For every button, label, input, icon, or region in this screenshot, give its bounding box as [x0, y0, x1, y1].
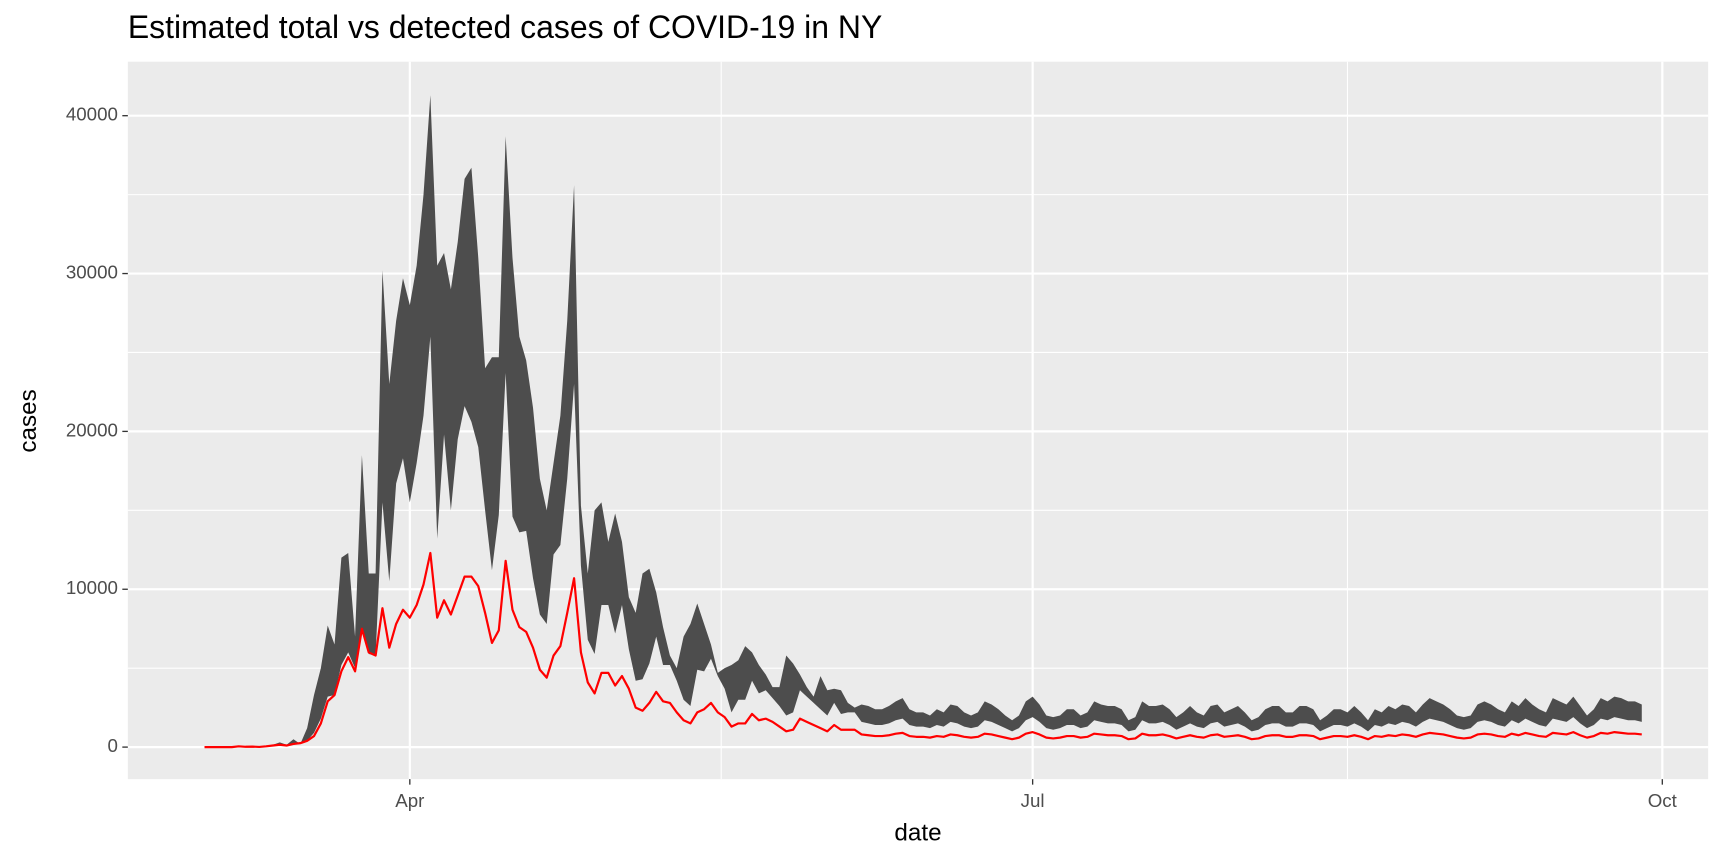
y-tick-label: 0: [107, 735, 117, 756]
detected-line: [204, 551, 1642, 749]
x-axis-title: date: [894, 820, 941, 847]
y-tick-label: 40000: [66, 104, 118, 125]
y-tick-label: 10000: [66, 577, 118, 598]
y-tick-label: 20000: [66, 419, 118, 440]
chart-title: Estimated total vs detected cases of COV…: [128, 9, 882, 45]
x-tick-label: Apr: [395, 790, 424, 811]
ribbon: [204, 95, 1642, 748]
panel: [127, 61, 1709, 780]
y-tick-label: 30000: [66, 262, 118, 283]
x-tick-label: Oct: [1648, 790, 1678, 811]
x-tick-label: Jul: [1021, 790, 1045, 811]
y-axis-title: cases: [15, 389, 42, 452]
